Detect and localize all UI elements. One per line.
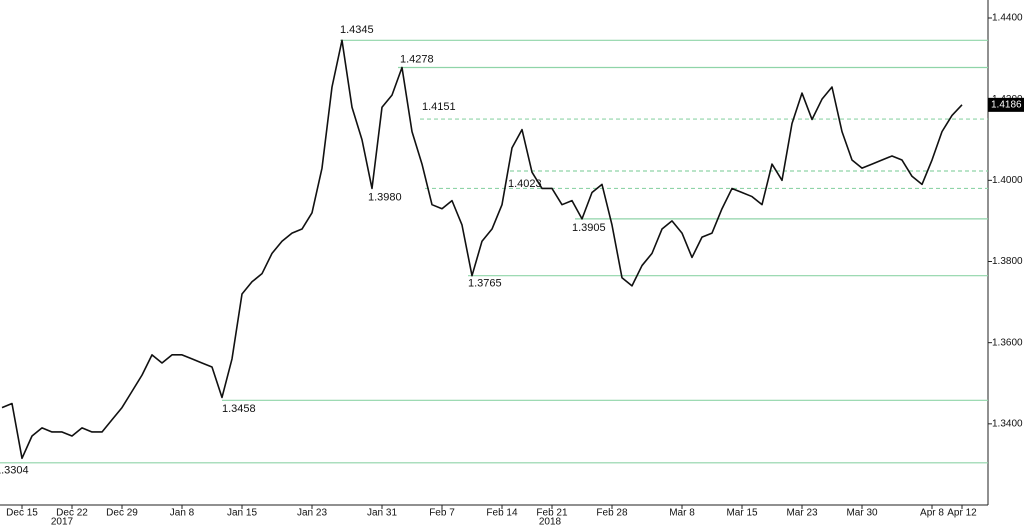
x-tick-label: Mar 30 <box>846 508 878 519</box>
level-label: 1.4345 <box>340 24 374 36</box>
x-tick-label: Jan 8 <box>170 508 195 519</box>
x-tick-label: Feb 14 <box>486 508 518 519</box>
x-tick-label: Mar 15 <box>726 508 758 519</box>
x-tick-label: Mar 8 <box>669 508 695 519</box>
x-tick-label: Feb 21 <box>536 508 568 519</box>
x-tick-label: Feb 28 <box>596 508 628 519</box>
level-label: 1.4151 <box>422 101 456 113</box>
level-label: 1.3304 <box>0 465 29 477</box>
last-price-label: 1.4186 <box>991 99 1022 110</box>
x-tick-label: Dec 29 <box>106 508 138 519</box>
level-label: 1.3980 <box>368 191 402 203</box>
x-tick-label: Feb 7 <box>429 508 455 519</box>
price-line <box>1 39 963 460</box>
x-tick-label: Jan 31 <box>367 508 397 519</box>
x-tick-label: Jan 15 <box>227 508 257 519</box>
level-label: 1.3458 <box>222 403 256 415</box>
x-tick-label: Apr 12 <box>947 508 977 519</box>
year-label: 2018 <box>539 517 562 528</box>
year-label: 2017 <box>51 517 74 528</box>
y-tick-label: 1.3800 <box>992 256 1023 267</box>
y-tick-label: 1.3600 <box>992 337 1023 348</box>
level-label: 1.3905 <box>572 222 606 234</box>
level-label: 1.4278 <box>400 53 434 65</box>
level-label: 1.3765 <box>468 278 502 290</box>
y-tick-label: 1.4400 <box>992 13 1023 24</box>
x-tick-label: Dec 22 <box>56 508 88 519</box>
x-tick-label: Jan 23 <box>297 508 327 519</box>
last-price-box <box>988 97 1024 112</box>
y-tick-label: 1.3400 <box>992 418 1023 429</box>
x-tick-label: Dec 15 <box>6 508 38 519</box>
x-tick-label: Mar 23 <box>786 508 818 519</box>
x-tick-label: Apr 8 <box>920 508 944 519</box>
level-label: 1.4023 <box>508 178 542 190</box>
y-tick-label: 1.4000 <box>992 175 1023 186</box>
